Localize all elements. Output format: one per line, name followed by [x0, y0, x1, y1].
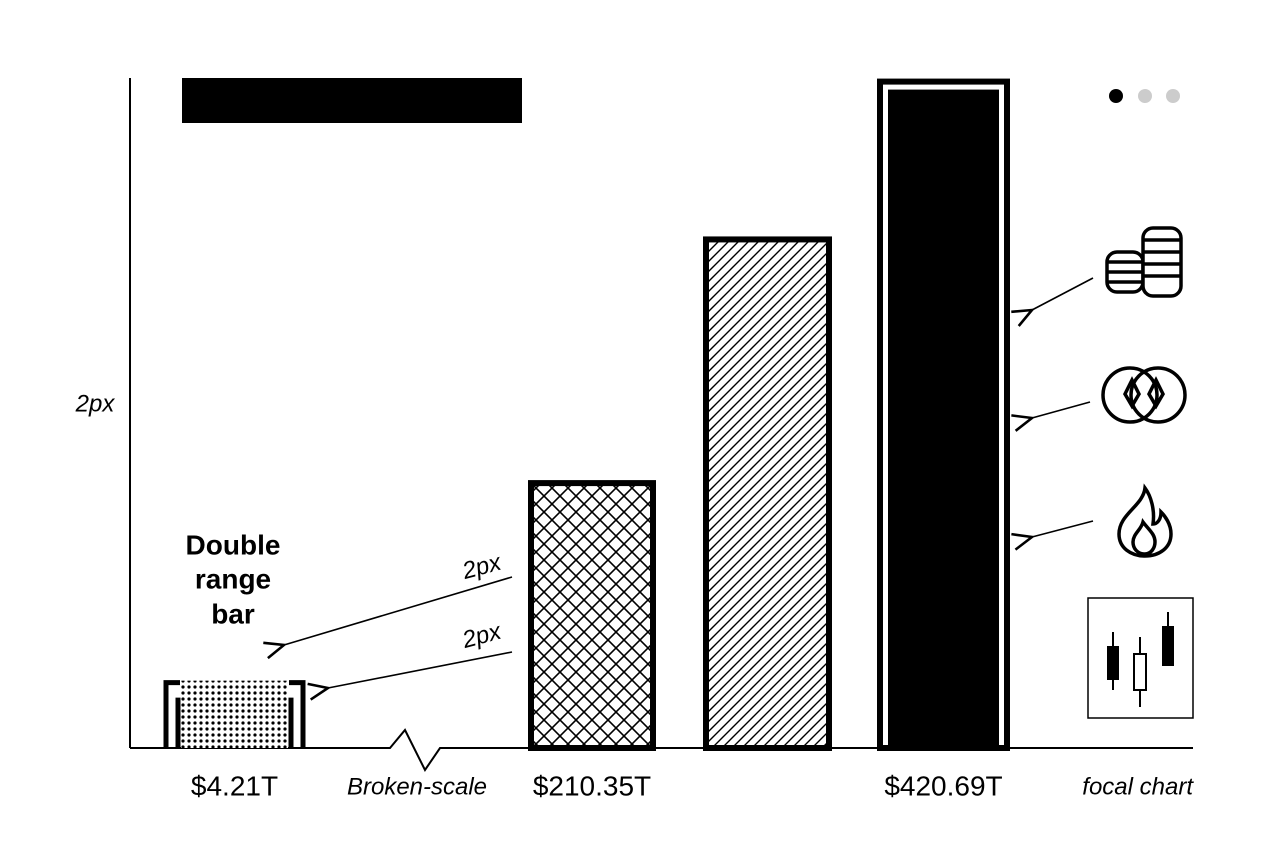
coins-icon	[1105, 226, 1183, 298]
break-label: Broken-scale	[347, 773, 487, 800]
y-axis-label: 2px	[75, 390, 116, 417]
bar	[528, 480, 656, 751]
arrow-label: 2px	[459, 618, 505, 655]
value-label: $4.21T	[191, 770, 278, 801]
bar-inner	[888, 89, 999, 748]
callout: Double	[186, 529, 281, 560]
value-label: $210.35T	[533, 770, 651, 801]
arrow-label: 2px	[459, 549, 505, 586]
value-label: $420.69T	[884, 770, 1002, 801]
pagination	[1109, 89, 1180, 103]
arrow	[1032, 520, 1094, 537]
arrow	[1032, 401, 1091, 418]
callout: range	[195, 563, 271, 594]
flame-icon	[1117, 483, 1173, 558]
candlestick-icon	[1087, 597, 1194, 719]
arrow	[328, 651, 513, 688]
exchange-icon	[1101, 366, 1187, 424]
callout: bar	[211, 598, 255, 629]
bar	[703, 236, 832, 751]
redacted-title	[182, 78, 522, 123]
arrow	[1032, 277, 1094, 310]
focal-label: focal chart	[1082, 773, 1194, 800]
bar-bracket	[163, 680, 306, 748]
bar	[181, 680, 288, 748]
arrow	[284, 576, 513, 645]
